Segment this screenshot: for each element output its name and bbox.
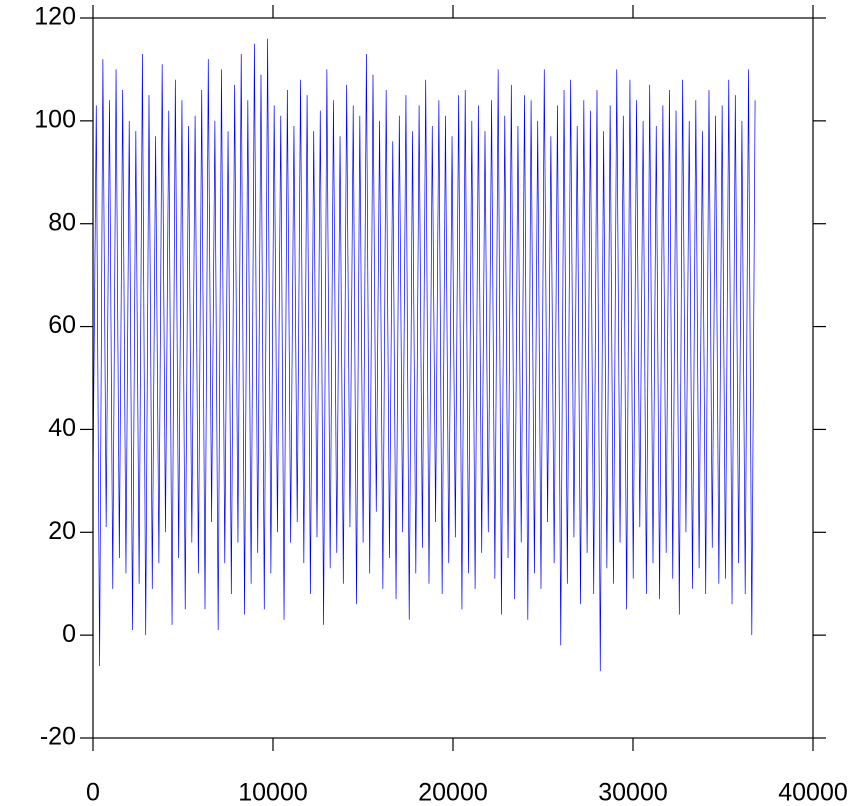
y-tick-label: 80 xyxy=(48,208,76,236)
x-tick-label: 0 xyxy=(86,779,100,806)
y-tick-label: 120 xyxy=(34,3,76,31)
x-tick-label: 20000 xyxy=(418,779,488,806)
y-tick-label: 60 xyxy=(48,311,76,339)
x-tick-label: 10000 xyxy=(238,779,308,806)
y-tick-label: 100 xyxy=(34,105,76,133)
y-tick-label: 0 xyxy=(62,620,76,648)
y-tick-label: 40 xyxy=(48,414,76,442)
x-tick-label: 40000 xyxy=(778,779,848,806)
y-tick-label: -20 xyxy=(40,723,76,751)
y-tick-label: 20 xyxy=(48,517,76,545)
x-tick-label: 30000 xyxy=(598,779,668,806)
data-line xyxy=(92,38,756,672)
plot-frame xyxy=(92,17,814,739)
